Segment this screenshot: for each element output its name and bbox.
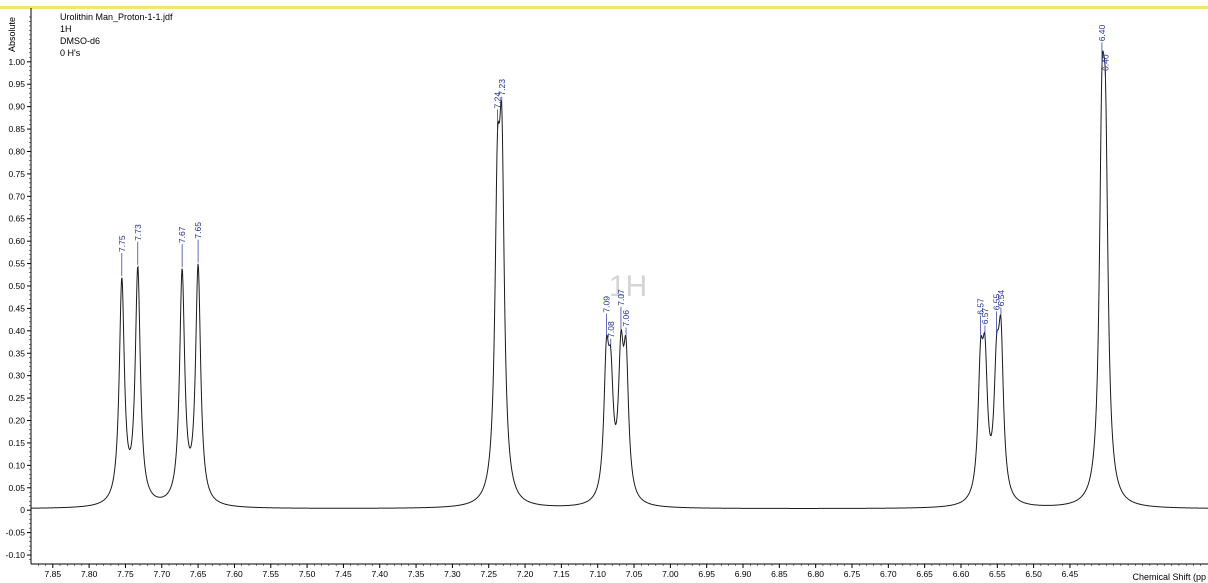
x-tick-label: 6.85 xyxy=(771,569,788,579)
x-tick-label: 7.60 xyxy=(226,569,243,579)
peak-label: 6.54 xyxy=(996,290,1006,307)
x-tick-label: 7.80 xyxy=(81,569,98,579)
x-tick-label: 7.15 xyxy=(553,569,570,579)
x-tick-label: 7.55 xyxy=(262,569,279,579)
top-highlight-bar xyxy=(0,6,1208,9)
x-tick-label: 6.60 xyxy=(953,569,970,579)
x-tick-label: 7.35 xyxy=(408,569,425,579)
proton-count-label: 0 H's xyxy=(60,48,81,58)
y-tick-label: 0.80 xyxy=(8,146,25,156)
x-tick-label: 7.05 xyxy=(626,569,643,579)
peak-label: 7.07 xyxy=(616,289,626,306)
sample-file-name: Urolithin Man_Proton-1-1.jdf xyxy=(60,12,173,22)
x-tick-label: 6.50 xyxy=(1025,569,1042,579)
peak-label: 6.40 xyxy=(1097,24,1107,41)
y-tick-label: 0.40 xyxy=(8,326,25,336)
y-tick-label: 0.85 xyxy=(8,124,25,134)
x-tick-label: 6.95 xyxy=(698,569,715,579)
nucleus-label: 1H xyxy=(60,24,72,34)
peak-label: 7.09 xyxy=(601,296,611,313)
x-tick-label: 6.90 xyxy=(735,569,752,579)
y-tick-label: 0.25 xyxy=(8,393,25,403)
sample-info: Urolithin Man_Proton-1-1.jdf 1H DMSO-d6 … xyxy=(60,12,173,58)
y-tick-label: 0.95 xyxy=(8,79,25,89)
x-tick-label: 7.45 xyxy=(335,569,352,579)
y-tick-label: 0.60 xyxy=(8,236,25,246)
x-tick-label: 7.20 xyxy=(517,569,534,579)
y-tick-label: 0.15 xyxy=(8,438,25,448)
peak-label: 7.73 xyxy=(133,224,143,241)
x-tick-label: 7.70 xyxy=(154,569,171,579)
spectrum-line xyxy=(30,50,1208,509)
spectrum-trace xyxy=(30,50,1208,509)
x-tick-label: 6.65 xyxy=(916,569,933,579)
x-tick-label: 7.30 xyxy=(444,569,461,579)
peak-label: 6.55 xyxy=(992,293,1002,310)
y-tick-label: 0.30 xyxy=(8,371,25,381)
y-tick-label: 0.65 xyxy=(8,214,25,224)
x-tick-label: 7.00 xyxy=(662,569,679,579)
x-tick-label: 7.75 xyxy=(117,569,134,579)
y-tick-label: 0.90 xyxy=(8,102,25,112)
y-tick-label: 0.20 xyxy=(8,416,25,426)
solvent-label: DMSO-d6 xyxy=(60,36,100,46)
peak-label: 7.06 xyxy=(621,310,631,327)
x-tick-label: 6.70 xyxy=(880,569,897,579)
x-tick-label: 7.25 xyxy=(480,569,497,579)
y-tick-label: 0.05 xyxy=(8,483,25,493)
y-tick-label: 0.70 xyxy=(8,191,25,201)
x-tick-label: 7.40 xyxy=(371,569,388,579)
x-tick-label: 7.10 xyxy=(589,569,606,579)
x-tick-label: 6.75 xyxy=(844,569,861,579)
y-tick-label: 0.45 xyxy=(8,303,25,313)
y-tick-label: -0.10 xyxy=(6,550,26,560)
peak-label: 7.65 xyxy=(193,222,203,239)
y-tick-label: 1.00 xyxy=(8,57,25,67)
x-tick-label: 7.65 xyxy=(190,569,207,579)
peak-label: 7.23 xyxy=(497,79,507,96)
x-tick-label: 6.55 xyxy=(989,569,1006,579)
y-tick-label: 0.55 xyxy=(8,259,25,269)
y-tick-label: -0.05 xyxy=(6,528,26,538)
x-axis-title: Chemical Shift (pp xyxy=(1132,572,1206,582)
y-axis-ticks: 1.00 0.95 0.90 0.85 0.80 0.75 0.70 0.65 0.60 0.55… xyxy=(6,16,31,560)
peak-label: 7.24 xyxy=(492,92,502,109)
peak-labels: 7.75 7.73 7.67 7.65 7.247.23 7.09 7.08 7.07 7.06… xyxy=(117,24,1111,348)
peak-label: 6.40 xyxy=(1101,54,1111,71)
peak-label: 6.57 xyxy=(980,307,990,324)
x-tick-label: 6.45 xyxy=(1062,569,1079,579)
y-tick-label: 0.50 xyxy=(8,281,25,291)
peak-label: 6.57 xyxy=(976,298,986,315)
y-axis-title: Absolute xyxy=(7,17,17,52)
y-tick-label: 0.35 xyxy=(8,348,25,358)
x-axis-ticks: 7.85 7.80 7.75 7.70 7.65 7.60 7.55 7.50 7.45 7.40… xyxy=(38,564,1201,579)
y-tick-label: 0.10 xyxy=(8,460,25,470)
x-tick-label: 6.80 xyxy=(807,569,824,579)
peak-label: 7.75 xyxy=(117,235,127,252)
y-tick-label: 0 xyxy=(20,505,25,515)
nucleus-watermark: 1H xyxy=(609,270,647,303)
x-tick-label: 7.50 xyxy=(299,569,316,579)
peak-label: 7.08 xyxy=(606,321,616,338)
peak-label: 7.67 xyxy=(177,226,187,243)
y-tick-label: 0.75 xyxy=(8,169,25,179)
x-tick-label: 7.85 xyxy=(45,569,62,579)
